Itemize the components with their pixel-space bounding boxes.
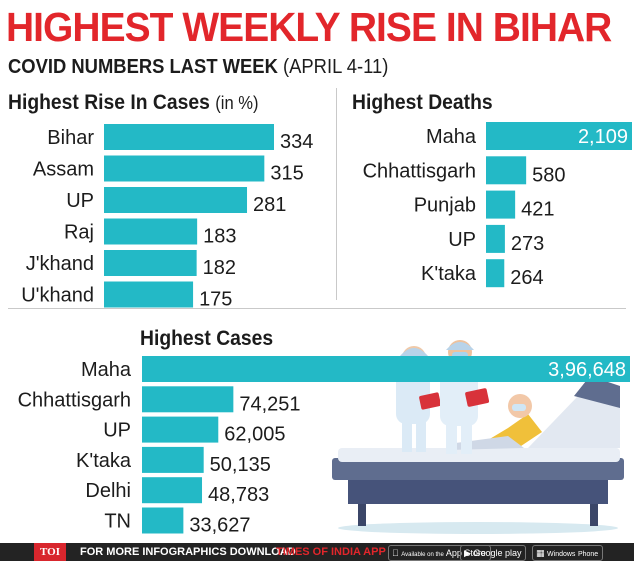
deaths-category-label: Punjab — [414, 195, 476, 217]
rise-in-cases-category-label: J'khand — [26, 253, 94, 275]
windows-icon: ▦ — [536, 548, 545, 558]
deaths-category-label: UP — [448, 229, 476, 251]
rise-in-cases-category-label: UP — [66, 190, 94, 212]
highest-cases-bar — [142, 386, 234, 413]
highest-cases-category-label: Chhattisgarh — [18, 389, 131, 411]
rise-in-cases-category-label: Bihar — [47, 127, 94, 149]
footer-text: FOR MORE INFOGRAPHICS DOWNLOAD — [80, 546, 296, 558]
deaths-value-label: 273 — [511, 233, 544, 255]
chart1-title-text: Highest Rise In Cases — [8, 91, 210, 114]
rise-in-cases-category-label: Assam — [33, 159, 94, 181]
footer-bar: TOI FOR MORE INFOGRAPHICS DOWNLOAD TIMES… — [0, 543, 634, 561]
deaths-bar — [486, 190, 516, 219]
rise-in-cases-category-label: U'khand — [21, 285, 94, 307]
highest-cases-chart: Maha 3,96,648 Chhattisgarh 74,251 UP 62,005 K'… — [18, 356, 630, 537]
rise-in-cases-bar — [104, 250, 197, 276]
google-play-badge[interactable]: ▶ Google play — [460, 545, 527, 561]
highest-cases-category-label: Delhi — [85, 480, 131, 502]
app-store-small-label: Available on the — [392, 552, 444, 558]
rise-in-cases-value-label: 334 — [280, 131, 313, 153]
section-divider — [8, 308, 626, 309]
deaths-chart: Maha 2,109 Chhattisgarh 580 Punjab 421 UP 273 K'… — [363, 122, 632, 289]
deaths-bar — [486, 156, 527, 185]
highest-cases-bar — [142, 356, 630, 382]
deaths-category-label: Maha — [426, 126, 477, 148]
hospital-illustration — [332, 340, 624, 534]
rise-in-cases-bar — [104, 187, 248, 213]
highest-cases-bar — [142, 507, 184, 534]
deaths-bar — [486, 224, 505, 253]
highest-cases-bar — [142, 446, 204, 473]
subtitle-date-range: (APRIL 4-11) — [282, 56, 389, 78]
deaths-value-label: 580 — [532, 164, 565, 186]
deaths-category-label: Chhattisgarh — [363, 160, 476, 182]
deaths-bar — [486, 122, 632, 150]
apple-icon:  — [392, 548, 399, 558]
highest-cases-value-label: 33,627 — [189, 515, 250, 537]
highest-cases-category-label: Maha — [81, 359, 132, 381]
rise-in-cases-bar — [104, 218, 198, 245]
highest-cases-value-label: 48,783 — [208, 484, 269, 506]
chart1-title: Highest Rise In Cases (in %) — [8, 90, 258, 116]
rise-in-cases-category-label: Raj — [64, 222, 94, 244]
rise-in-cases-value-label: 175 — [199, 289, 232, 309]
rise-in-cases-value-label: 281 — [253, 194, 286, 216]
rise-in-cases-chart: Bihar 334 Assam 315 UP 281 Raj 183 J'khand 182 U'k… — [21, 124, 313, 309]
chart3-title: Highest Cases — [140, 327, 274, 350]
deaths-value-label: 264 — [510, 267, 543, 289]
highest-cases-value-label: 50,135 — [210, 454, 271, 476]
rise-in-cases-value-label: 183 — [203, 226, 236, 248]
deaths-value-label: 421 — [521, 199, 554, 221]
highest-cases-value-label: 62,005 — [224, 424, 285, 446]
windows-phone-badge[interactable]: ▦ Windows Phone — [532, 545, 604, 561]
rise-in-cases-bar — [104, 124, 274, 150]
play-icon: ▶ — [464, 548, 471, 558]
deaths-bar — [486, 259, 505, 288]
windows-label: Phone — [577, 551, 599, 558]
rise-in-cases-value-label: 315 — [270, 163, 303, 185]
highest-cases-value-label: 3,96,648 — [548, 359, 626, 381]
google-play-label: Google play — [473, 548, 522, 558]
highest-cases-bar — [142, 416, 219, 443]
highest-cases-value-label: 74,251 — [239, 393, 300, 415]
rise-in-cases-bar — [104, 281, 194, 308]
rise-in-cases-value-label: 182 — [203, 257, 236, 279]
deaths-value-label: 2,109 — [578, 126, 628, 148]
deaths-category-label: K'taka — [421, 263, 477, 285]
app-store-label: App Store — [436, 548, 486, 558]
toi-logo: TOI — [34, 543, 66, 561]
highest-cases-category-label: TN — [104, 511, 131, 533]
highest-cases-bar — [142, 477, 203, 504]
page-title: HIGHEST WEEKLY RISE IN BIHAR — [6, 4, 612, 50]
page-subtitle: COVID NUMBERS LAST WEEK (APRIL 4-11) — [8, 54, 388, 80]
footer-brand[interactable]: TIMES OF INDIA APP — [276, 546, 386, 558]
rise-in-cases-bar — [104, 155, 265, 182]
highest-cases-category-label: K'taka — [76, 450, 132, 472]
column-divider — [336, 88, 337, 300]
highest-cases-category-label: UP — [103, 420, 131, 442]
chart2-title: Highest Deaths — [352, 91, 493, 114]
windows-small-label: Windows — [547, 551, 576, 558]
chart1-unit-label: (in %) — [215, 93, 259, 113]
subtitle-main: COVID NUMBERS LAST WEEK — [8, 56, 278, 78]
